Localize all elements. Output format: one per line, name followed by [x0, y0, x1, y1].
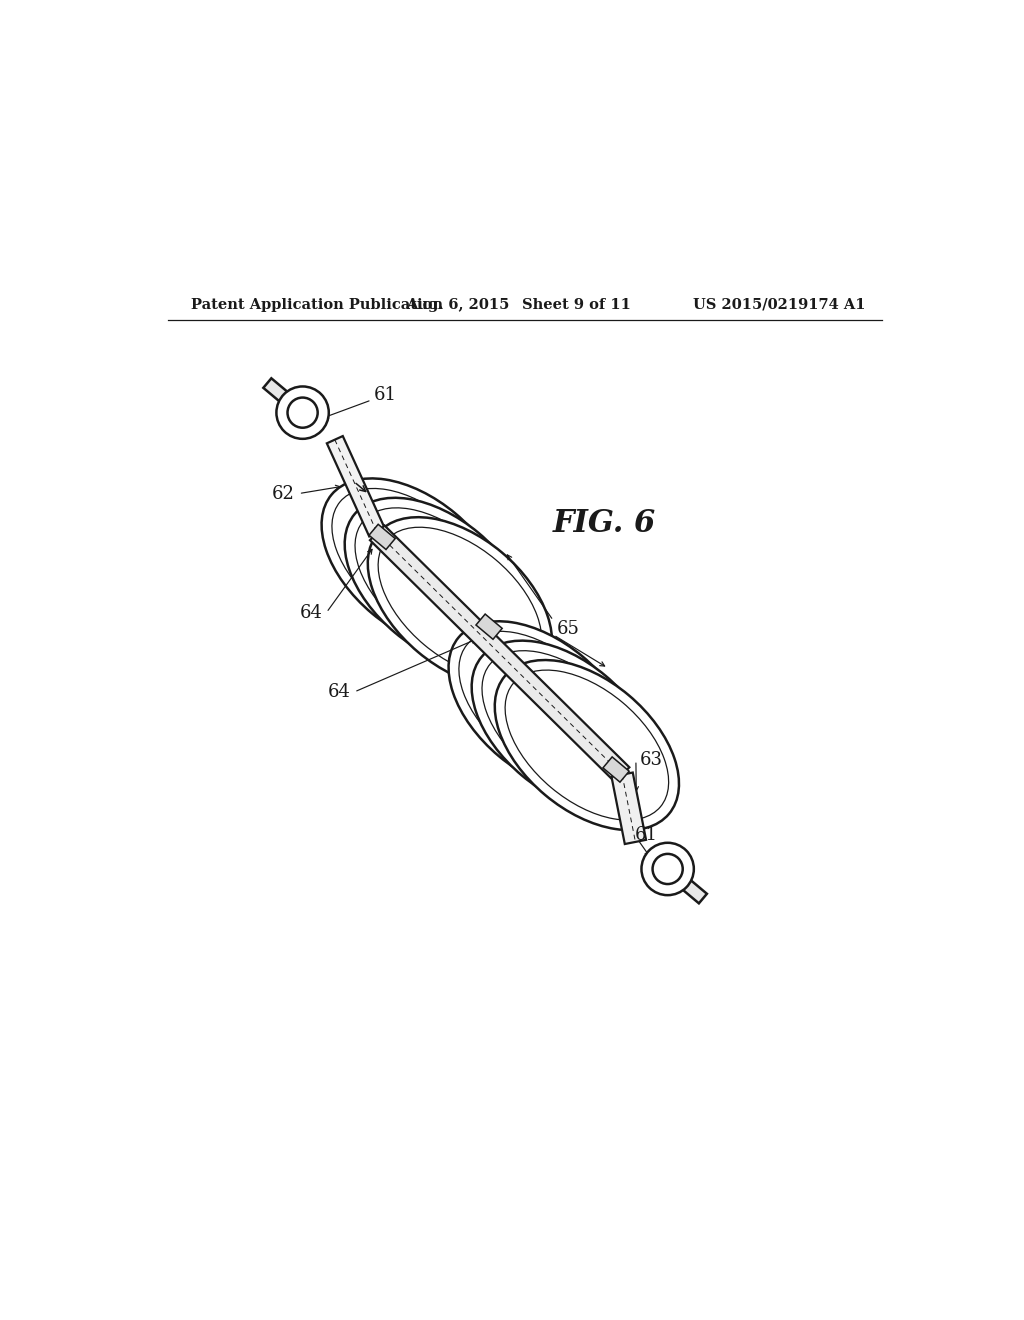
- Ellipse shape: [322, 478, 506, 648]
- Text: 63: 63: [640, 751, 663, 770]
- Polygon shape: [682, 879, 707, 903]
- Ellipse shape: [495, 660, 679, 830]
- Polygon shape: [263, 379, 289, 403]
- Circle shape: [276, 387, 329, 438]
- Text: US 2015/0219174 A1: US 2015/0219174 A1: [692, 298, 865, 312]
- Polygon shape: [603, 756, 629, 783]
- Text: 65: 65: [557, 619, 580, 638]
- Text: 61: 61: [634, 826, 657, 843]
- Ellipse shape: [345, 498, 529, 668]
- Text: 64: 64: [300, 603, 323, 622]
- Ellipse shape: [459, 631, 623, 781]
- Circle shape: [641, 842, 694, 895]
- Polygon shape: [370, 525, 630, 781]
- Polygon shape: [327, 436, 385, 536]
- Polygon shape: [611, 772, 646, 843]
- Polygon shape: [476, 614, 502, 639]
- Ellipse shape: [332, 488, 496, 639]
- Ellipse shape: [472, 640, 656, 810]
- Circle shape: [652, 854, 683, 884]
- Circle shape: [288, 397, 317, 428]
- Text: 61: 61: [374, 387, 397, 404]
- Ellipse shape: [368, 517, 552, 688]
- Ellipse shape: [355, 508, 518, 657]
- Text: Aug. 6, 2015: Aug. 6, 2015: [406, 298, 509, 312]
- Text: Patent Application Publication: Patent Application Publication: [191, 298, 443, 312]
- Ellipse shape: [449, 622, 633, 791]
- Text: 62: 62: [271, 484, 295, 503]
- Text: FIG. 6: FIG. 6: [553, 508, 655, 540]
- Ellipse shape: [378, 527, 542, 677]
- Ellipse shape: [505, 671, 669, 820]
- Polygon shape: [369, 524, 395, 549]
- Text: Sheet 9 of 11: Sheet 9 of 11: [522, 298, 631, 312]
- Ellipse shape: [482, 651, 645, 801]
- Text: 64: 64: [328, 682, 350, 701]
